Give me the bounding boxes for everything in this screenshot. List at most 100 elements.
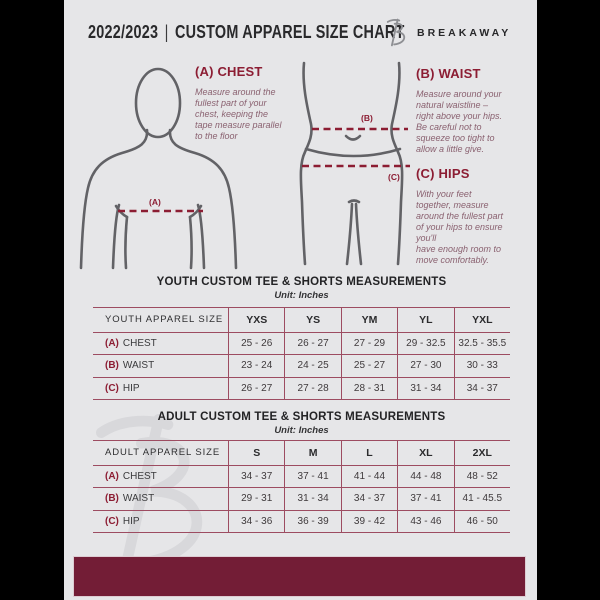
measurement-value: 34 - 37 <box>340 488 397 510</box>
measurement-value: 34 - 37 <box>453 377 510 399</box>
hips-figure-outline <box>299 61 404 266</box>
size-header: YXS <box>228 308 284 332</box>
table-row-chest: (A) CHEST 34 - 37 37 - 41 41 - 44 44 - 4… <box>93 465 510 488</box>
measurement-value: 27 - 30 <box>397 355 453 377</box>
row-name: CHEST <box>122 470 157 482</box>
youth-size-column-header: YOUTH APPAREL SIZE <box>105 314 224 326</box>
size-header: YXL <box>453 308 510 332</box>
youth-table-unit: Unit: Inches <box>274 290 329 301</box>
measurement-value: 23 - 24 <box>228 355 284 377</box>
torso-figure-outline <box>79 67 238 270</box>
measurement-value: 31 - 34 <box>397 377 453 399</box>
breakaway-b-logo-icon <box>386 18 406 47</box>
waist-instructions: (B) WAIST Measure around your natural wa… <box>416 66 528 155</box>
measurement-value: 26 - 27 <box>228 377 284 399</box>
size-header: YL <box>397 308 453 332</box>
measurement-value: 44 - 48 <box>397 465 453 487</box>
pillarbox-right <box>537 0 600 600</box>
row-name: WAIST <box>122 360 155 372</box>
row-prefix: (A) <box>105 470 119 482</box>
table-row-hip: (C) HIP 34 - 36 36 - 39 39 - 42 43 - 46 … <box>93 510 510 533</box>
row-name: WAIST <box>122 493 155 505</box>
hips-instructions-heading: (C) HIPS <box>416 166 470 181</box>
header-separator: | <box>164 22 169 42</box>
hips-instructions: (C) HIPS With your feet together, measur… <box>416 166 528 266</box>
row-label: (A) CHEST <box>93 333 228 355</box>
measurement-value: 36 - 39 <box>284 510 340 532</box>
header-year: 2022/2023 <box>88 22 159 42</box>
row-prefix: (B) <box>105 493 119 505</box>
row-prefix: (C) <box>105 382 119 394</box>
measurement-value: 41 - 44 <box>340 465 397 487</box>
measurement-value: 41 - 45.5 <box>453 488 510 510</box>
adult-table-unit: Unit: Inches <box>274 425 329 436</box>
measurement-value: 43 - 46 <box>397 510 453 532</box>
measurement-figures-illustration <box>79 61 410 270</box>
youth-size-table: YOUTH APPAREL SIZE YXS YS YM YL YXL (A) … <box>93 307 510 400</box>
breakaway-b-watermark-icon <box>96 414 203 574</box>
table-row-chest: (A) CHEST 25 - 26 26 - 27 27 - 29 29 - 3… <box>93 332 510 355</box>
measurement-value: 37 - 41 <box>284 465 340 487</box>
pillarbox-left <box>0 0 64 600</box>
page-title: CUSTOM APPAREL SIZE CHART <box>175 22 405 42</box>
adult-table-header-row: ADULT APPAREL SIZE S M L XL 2XL <box>93 441 510 466</box>
table-row-waist: (B) WAIST 29 - 31 31 - 34 34 - 37 37 - 4… <box>93 488 510 511</box>
measurement-value: 29 - 32.5 <box>397 332 453 354</box>
measurement-value: 25 - 26 <box>228 332 284 354</box>
row-name: HIP <box>122 515 140 527</box>
measurement-value: 24 - 25 <box>284 355 340 377</box>
hips-instructions-body: With your feet together, measure around … <box>416 189 504 265</box>
adult-size-column-header: ADULT APPAREL SIZE <box>105 447 221 459</box>
measurement-value: 30 - 33 <box>453 355 510 377</box>
row-label: (A) CHEST <box>93 466 228 488</box>
measurement-value: 34 - 37 <box>228 465 284 487</box>
measurement-value: 39 - 42 <box>340 510 397 532</box>
waist-instructions-body: Measure around your natural waistline – … <box>416 89 503 154</box>
page-header: 2022/2023 | CUSTOM APPAREL SIZE CHART <box>88 22 405 43</box>
measurement-value: 48 - 52 <box>453 465 510 487</box>
measurement-value: 46 - 50 <box>453 510 510 532</box>
row-name: HIP <box>122 382 140 394</box>
adult-table-title: ADULT CUSTOM TEE & SHORTS MEASUREMENTS <box>157 411 446 423</box>
adult-size-table: ADULT APPAREL SIZE S M L XL 2XL (A) CHES… <box>93 440 510 533</box>
table-row-hip: (C) HIP 26 - 27 27 - 28 28 - 31 31 - 34 … <box>93 377 510 400</box>
measurement-value: 31 - 34 <box>284 488 340 510</box>
chest-marker-label: (A) <box>149 197 161 207</box>
youth-table-title: YOUTH CUSTOM TEE & SHORTS MEASUREMENTS <box>156 276 447 288</box>
waist-instructions-heading: (B) WAIST <box>416 66 481 81</box>
footer-accent-bar <box>73 556 526 597</box>
row-prefix: (B) <box>105 360 119 372</box>
size-header: M <box>284 441 340 465</box>
brand-name: BREAKAWAY <box>417 27 512 39</box>
size-header: YM <box>340 308 397 332</box>
measurement-value: 26 - 27 <box>284 332 340 354</box>
size-header: S <box>228 441 284 465</box>
measurement-value: 27 - 29 <box>340 332 397 354</box>
measurement-value: 28 - 31 <box>340 377 397 399</box>
youth-table-header-row: YOUTH APPAREL SIZE YXS YS YM YL YXL <box>93 308 510 333</box>
row-name: CHEST <box>122 337 157 349</box>
row-prefix: (C) <box>105 515 119 527</box>
table-row-waist: (B) WAIST 23 - 24 24 - 25 25 - 27 27 - 3… <box>93 355 510 378</box>
chest-instructions-heading: (A) CHEST <box>195 64 263 79</box>
measurement-value: 37 - 41 <box>397 488 453 510</box>
measurement-value: 29 - 31 <box>228 488 284 510</box>
size-header: L <box>340 441 397 465</box>
measurement-value: 25 - 27 <box>340 355 397 377</box>
row-label: (C) HIP <box>93 378 228 400</box>
row-label: (C) HIP <box>93 511 228 533</box>
size-header: XL <box>397 441 453 465</box>
measurement-value: 27 - 28 <box>284 377 340 399</box>
size-header: YS <box>284 308 340 332</box>
chest-instructions-body: Measure around the fullest part of your … <box>195 87 282 141</box>
measurement-value: 34 - 36 <box>228 510 284 532</box>
size-header: 2XL <box>453 441 510 465</box>
measurement-value: 32.5 - 35.5 <box>453 332 510 354</box>
chest-instructions: (A) CHEST Measure around the fullest par… <box>195 64 307 142</box>
waist-marker-label: (B) <box>361 113 373 123</box>
hips-marker-label: (C) <box>388 172 400 182</box>
row-label: (B) WAIST <box>93 488 228 510</box>
row-prefix: (A) <box>105 337 119 349</box>
row-label: (B) WAIST <box>93 355 228 377</box>
